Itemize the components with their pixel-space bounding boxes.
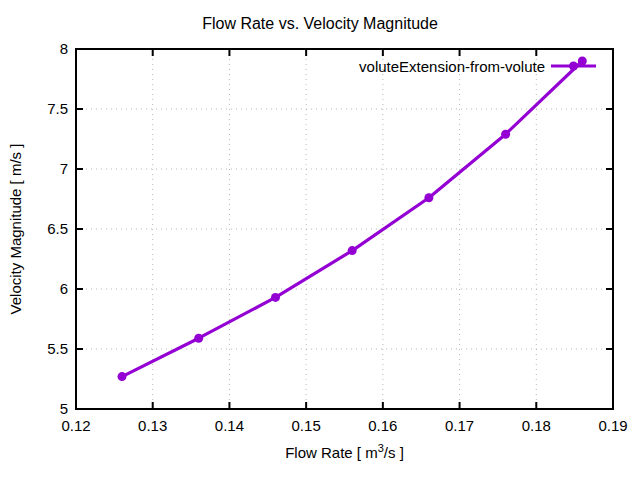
- x-tick-label: 0.13: [123, 417, 183, 435]
- y-tick-label: 7.5: [8, 100, 68, 118]
- chart-title: Flow Rate vs. Velocity Magnitude: [0, 14, 640, 34]
- data-point-marker: [271, 293, 280, 302]
- data-point-marker: [501, 130, 510, 139]
- data-point-marker: [578, 57, 587, 66]
- y-tick-label: 5.5: [8, 340, 68, 358]
- x-tick-label: 0.14: [199, 417, 259, 435]
- x-axis-title: Flow Rate [ m3/s ]: [76, 444, 613, 462]
- y-tick-label: 8: [8, 40, 68, 58]
- x-tick-label: 0.12: [46, 417, 106, 435]
- y-tick-label: 6.5: [8, 220, 68, 238]
- data-point-marker: [424, 193, 433, 202]
- legend-sample-marker: [569, 62, 578, 71]
- x-tick-label: 0.19: [583, 417, 640, 435]
- data-point-marker: [194, 334, 203, 343]
- x-tick-label: 0.18: [506, 417, 566, 435]
- y-tick-label: 6: [8, 280, 68, 298]
- y-tick-label: 5: [8, 400, 68, 418]
- y-tick-label: 7: [8, 160, 68, 178]
- chart-root: Flow Rate vs. Velocity Magnitude Velocit…: [0, 0, 640, 480]
- x-axis-title-text-suffix: /s ]: [384, 444, 404, 461]
- x-tick-label: 0.16: [353, 417, 413, 435]
- data-point-marker: [348, 246, 357, 255]
- x-axis-title-text: Flow Rate [ m: [285, 444, 378, 461]
- x-tick-label: 0.17: [430, 417, 490, 435]
- series-line: [122, 61, 582, 377]
- x-tick-label: 0.15: [276, 417, 336, 435]
- legend-label: voluteExtension-from-volute: [359, 58, 545, 76]
- data-point-marker: [118, 372, 127, 381]
